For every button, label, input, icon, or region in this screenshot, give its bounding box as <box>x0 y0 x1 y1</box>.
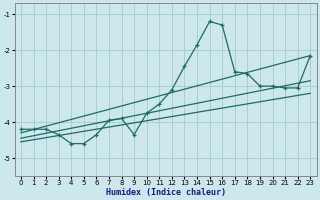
X-axis label: Humidex (Indice chaleur): Humidex (Indice chaleur) <box>106 188 226 197</box>
